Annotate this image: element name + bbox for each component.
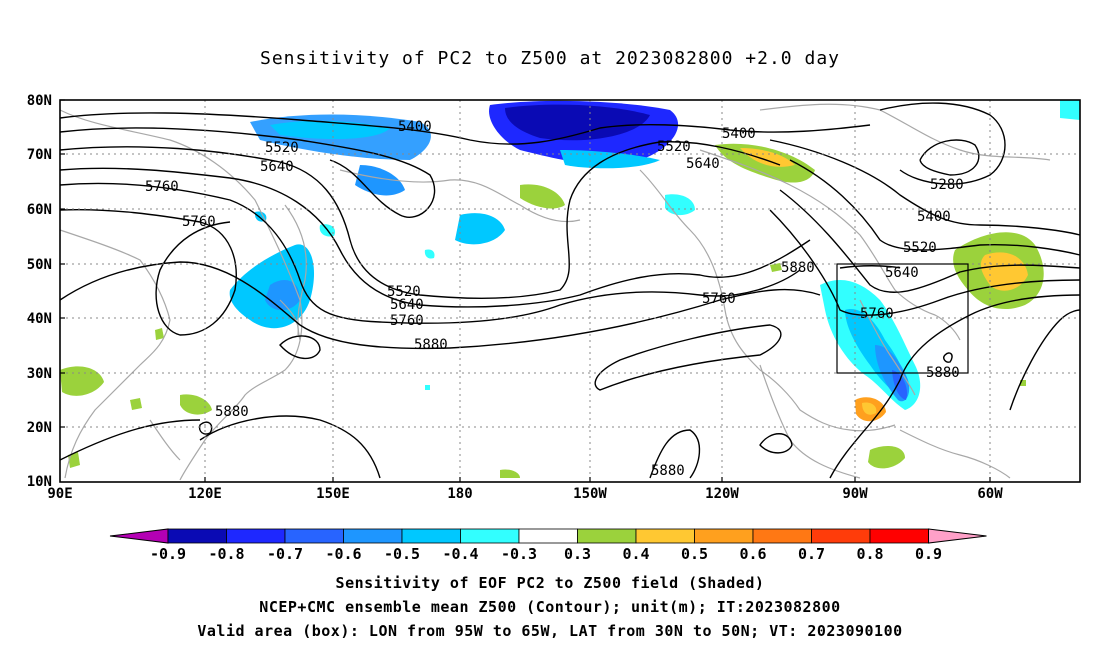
colorbar-swatch bbox=[577, 528, 637, 544]
colorbar-swatch bbox=[284, 528, 344, 544]
colorbar-label: -0.6 bbox=[325, 545, 361, 563]
lat-label: 50N bbox=[27, 257, 52, 273]
map-frame bbox=[59, 99, 1081, 483]
contour-label: 5880 bbox=[215, 404, 249, 420]
contour-label: 5640 bbox=[686, 156, 720, 172]
contour-label: 5880 bbox=[414, 337, 448, 353]
valid-area-box bbox=[836, 263, 969, 374]
lat-label: 20N bbox=[27, 420, 52, 436]
footer-caption-2: NCEP+CMC ensemble mean Z500 (Contour); u… bbox=[259, 598, 841, 616]
colorbar-swatch bbox=[401, 528, 461, 544]
colorbar-label: -0.4 bbox=[442, 545, 478, 563]
lat-label: 30N bbox=[27, 366, 52, 382]
colorbar-swatch bbox=[811, 528, 871, 544]
lat-label: 40N bbox=[27, 311, 52, 327]
contour-label: 5520 bbox=[657, 139, 691, 155]
lon-label: 150W bbox=[573, 486, 607, 502]
contour-label-layer: 5400 5520 5640 5760 5760 5280 5400 5520 … bbox=[145, 119, 964, 479]
colorbar-swatch bbox=[167, 528, 227, 544]
lon-label: 120E bbox=[188, 486, 222, 502]
colorbar-label: 0.3 bbox=[564, 545, 591, 563]
colorbar-swatch bbox=[869, 528, 929, 544]
colorbar-swatch bbox=[343, 528, 403, 544]
contour-label: 5520 bbox=[387, 284, 421, 300]
coastline-layer bbox=[59, 103, 1051, 481]
colorbar-swatch bbox=[518, 528, 578, 544]
lon-label: 180 bbox=[447, 486, 472, 502]
contour-label: 5760 bbox=[702, 291, 736, 307]
lat-label: 10N bbox=[27, 474, 52, 490]
map-title: Sensitivity of PC2 to Z500 at 2023082800… bbox=[259, 48, 840, 69]
contour-layer bbox=[59, 102, 1081, 479]
contour-label: 5760 bbox=[390, 313, 424, 329]
contour-label: 5400 bbox=[917, 209, 951, 225]
contour-label: 5280 bbox=[930, 177, 964, 193]
lon-label: 90E bbox=[47, 486, 72, 502]
contour-label: 5640 bbox=[260, 159, 294, 175]
lat-labels: 80N 70N 60N 50N 40N 30N 20N 10N bbox=[27, 93, 52, 490]
contour-label: 5640 bbox=[390, 297, 424, 313]
axis-ticks bbox=[60, 99, 991, 482]
colorbar-label: -0.7 bbox=[267, 545, 303, 563]
contour-label: 5760 bbox=[145, 179, 179, 195]
contour-label: 5760 bbox=[860, 306, 894, 322]
footer-caption-3: Valid area (box): LON from 95W to 65W, L… bbox=[197, 622, 903, 640]
lon-label: 90W bbox=[842, 486, 868, 502]
colorbar-swatch bbox=[460, 528, 520, 544]
colorbar-label: 0.9 bbox=[915, 545, 942, 563]
colorbar-low-triangle bbox=[109, 528, 169, 544]
contour-label: 5400 bbox=[398, 119, 432, 135]
lon-labels: 90E 120E 150E 180 150W 120W 90W 60W bbox=[47, 486, 1003, 502]
colorbar-label: -0.9 bbox=[150, 545, 186, 563]
contour-label: 5880 bbox=[781, 260, 815, 276]
colorbar-label: -0.3 bbox=[501, 545, 537, 563]
colorbar-label: 0.6 bbox=[739, 545, 766, 563]
lon-label: 150E bbox=[316, 486, 350, 502]
colorbar-high-triangle bbox=[928, 528, 987, 544]
graticule bbox=[60, 100, 1080, 482]
contour-label: 5760 bbox=[182, 214, 216, 230]
colorbar-label: 0.5 bbox=[681, 545, 708, 563]
colorbar-swatch bbox=[752, 528, 812, 544]
colorbar-label: 0.4 bbox=[622, 545, 649, 563]
colorbar-swatch bbox=[635, 528, 695, 544]
lat-label: 70N bbox=[27, 147, 52, 163]
colorbar-label: 0.8 bbox=[856, 545, 883, 563]
colorbar-label: -0.8 bbox=[208, 545, 244, 563]
lon-label: 60W bbox=[977, 486, 1003, 502]
lon-label: 120W bbox=[705, 486, 739, 502]
contour-label: 5520 bbox=[265, 140, 299, 156]
contour-label: 5520 bbox=[903, 240, 937, 256]
colorbar: -0.9 -0.8 -0.7 -0.6 -0.5 -0.4 -0.3 0.3 0.4 0.5 0.6… bbox=[109, 528, 987, 563]
lat-label: 60N bbox=[27, 202, 52, 218]
footer-caption-1: Sensitivity of EOF PC2 to Z500 field (Sh… bbox=[335, 574, 765, 592]
shading-layer bbox=[60, 100, 1080, 478]
contour-label: 5400 bbox=[722, 126, 756, 142]
lat-label: 80N bbox=[27, 93, 52, 109]
colorbar-swatch bbox=[694, 528, 754, 544]
colorbar-label: 0.7 bbox=[798, 545, 825, 563]
contour-label: 5880 bbox=[651, 463, 685, 479]
colorbar-swatch bbox=[226, 528, 286, 544]
contour-label: 5640 bbox=[885, 265, 919, 281]
colorbar-label: -0.5 bbox=[384, 545, 420, 563]
